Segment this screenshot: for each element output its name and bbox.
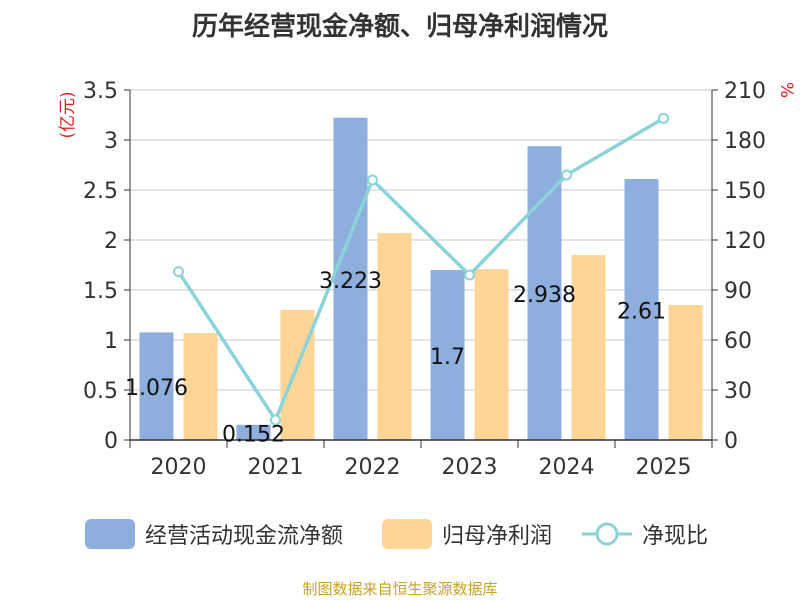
- data-label-operating-cash-flow: 3.223: [319, 269, 382, 294]
- legend-swatch-orange: [382, 519, 432, 549]
- legend-item-net-profit[interactable]: 归母净利润: [382, 518, 552, 550]
- y-right-tick-label: 150: [724, 179, 766, 204]
- y-right-tick-label: 90: [724, 279, 752, 304]
- data-label-operating-cash-flow: 2.938: [513, 283, 576, 308]
- legend-label-net-profit: 归母净利润: [442, 524, 553, 549]
- y-left-tick-label: 1: [104, 329, 118, 354]
- data-labels: 1.076 0.152 3.223 1.7 2.938 2.61: [125, 269, 666, 448]
- bar-net-profit: [668, 305, 703, 440]
- x-tick-label: 2022: [345, 455, 401, 480]
- line-series: [173, 112, 669, 426]
- y-left-tick-label: 0: [104, 429, 118, 454]
- bar-operating-cash-flow: [527, 146, 562, 440]
- data-label-operating-cash-flow: 0.152: [222, 422, 285, 447]
- y-left-tick-label: 0.5: [83, 379, 118, 404]
- y-right-tick-label: 60: [724, 329, 752, 354]
- y-left-tick-label: 3.5: [83, 79, 118, 104]
- line-point-cash-ratio: [270, 414, 281, 426]
- y-left-tick-label: 2.5: [83, 179, 118, 204]
- data-label-operating-cash-flow: 1.076: [125, 376, 188, 401]
- bar-net-profit: [571, 255, 606, 440]
- data-label-operating-cash-flow: 1.7: [430, 345, 465, 370]
- chart-title: 历年经营现金净额、归母净利润情况: [191, 12, 608, 42]
- bar-operating-cash-flow: [624, 179, 659, 440]
- y-right-tick-label: 0: [724, 429, 738, 454]
- y-right-tick-label: 30: [724, 379, 752, 404]
- y-left-unit-label: (亿元): [58, 91, 78, 138]
- x-tick-label: 2024: [539, 455, 595, 480]
- legend-swatch-blue: [85, 519, 135, 549]
- bar-operating-cash-flow: [333, 117, 368, 440]
- bar-series: [139, 117, 703, 440]
- bar-net-profit: [474, 269, 509, 440]
- source-note: 制图数据来自恒生聚源数据库: [302, 580, 498, 598]
- grid-lines: [130, 89, 712, 391]
- legend-item-operating-cash-flow[interactable]: 经营活动现金流净额: [85, 518, 343, 550]
- y-left-tick-label: 1.5: [83, 279, 118, 304]
- y-right-tick-label: 120: [724, 229, 766, 254]
- legend-label-operating-cash-flow: 经营活动现金流净额: [145, 524, 344, 549]
- x-tick-label: 2020: [151, 455, 207, 480]
- bar-net-profit: [280, 310, 315, 440]
- line-point-cash-ratio: [367, 174, 378, 186]
- line-point-cash-ratio: [561, 169, 572, 181]
- line-cash-ratio: [177, 116, 665, 424]
- bar-operating-cash-flow: [139, 332, 174, 440]
- legend-line-marker: [582, 522, 632, 546]
- x-tick-label: 2021: [248, 455, 304, 480]
- y-left-tick-label: 3: [104, 129, 118, 154]
- line-point-cash-ratio: [658, 112, 669, 124]
- bar-net-profit: [183, 333, 218, 440]
- y-right-unit-label: %: [776, 82, 796, 98]
- legend-item-cash-ratio[interactable]: 净现比: [582, 518, 708, 550]
- bar-net-profit: [377, 233, 412, 440]
- bar-operating-cash-flow: [430, 270, 465, 440]
- y-right-tick-label: 210: [724, 79, 766, 104]
- line-point-cash-ratio: [173, 266, 184, 278]
- bar-operating-cash-flow: [236, 424, 271, 440]
- data-label-operating-cash-flow: 2.61: [617, 300, 666, 325]
- legend-label-cash-ratio: 净现比: [642, 524, 709, 549]
- y-right-tick-label: 180: [724, 129, 766, 154]
- y-left-tick-label: 2: [104, 229, 118, 254]
- line-point-cash-ratio: [464, 269, 475, 281]
- x-tick-label: 2023: [442, 455, 498, 480]
- axes: 0 0.5 1 1.5 2 2.5 3 3.5 0 30 60 90 120 150 180 210 2020 2…: [58, 79, 796, 480]
- x-tick-label: 2025: [636, 455, 692, 480]
